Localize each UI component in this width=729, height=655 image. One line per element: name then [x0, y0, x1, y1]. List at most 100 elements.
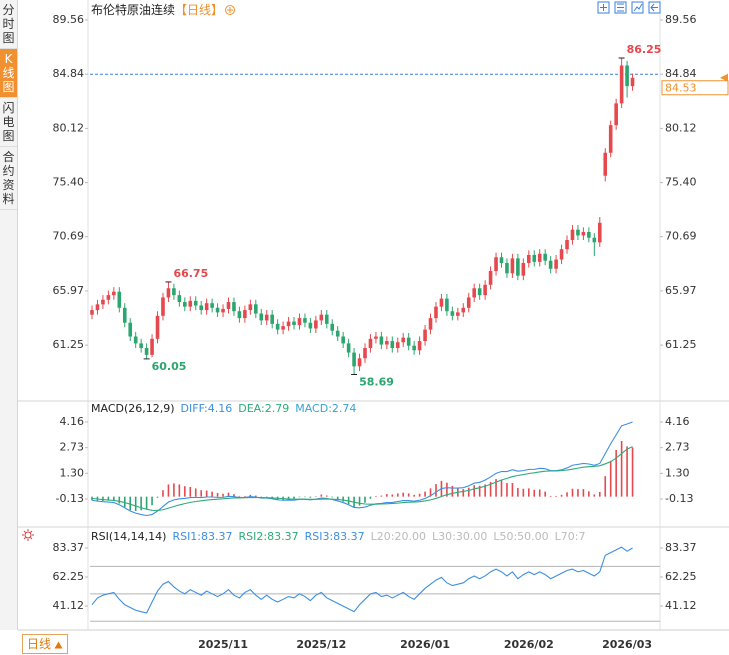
- candle-body: [434, 306, 438, 319]
- candle-body: [581, 231, 586, 236]
- candle-body: [532, 254, 537, 262]
- candle-body: [614, 103, 618, 126]
- macd-bar: [211, 491, 213, 497]
- candle-body: [576, 229, 580, 236]
- add-indicator-icon[interactable]: [225, 5, 236, 15]
- sidebar-tab[interactable]: 闪电图: [0, 98, 17, 147]
- rsi-settings-icon[interactable]: [22, 529, 34, 541]
- toolbar-button[interactable]: [648, 1, 661, 14]
- candle-body: [505, 262, 509, 274]
- candle-body: [106, 295, 111, 300]
- sidebar-tab-active[interactable]: K线图: [0, 49, 17, 98]
- x-tick-label: 2026/02: [504, 638, 554, 651]
- macd-bar: [473, 485, 475, 497]
- macd-bar: [615, 450, 617, 497]
- macd-bar: [336, 496, 339, 500]
- macd-bar: [331, 496, 334, 498]
- macd-bar: [598, 491, 601, 497]
- macd-bar: [216, 493, 219, 497]
- macd-bar: [244, 495, 246, 497]
- legend-title: RSI(14,14,14): [91, 530, 166, 543]
- candle-body: [264, 314, 269, 321]
- candle-body: [221, 308, 225, 313]
- macd-bar: [167, 484, 170, 497]
- candle-body: [428, 318, 433, 330]
- macd-bar: [467, 487, 470, 497]
- legend-entry: RSI1:83.37: [172, 530, 232, 543]
- candle-body: [559, 249, 564, 260]
- y-tick-label: 62.25: [53, 570, 85, 583]
- macd-bar: [304, 496, 306, 498]
- macd-bar: [113, 496, 115, 501]
- macd-bar: [173, 483, 175, 497]
- macd-bar: [495, 479, 497, 497]
- candle-body: [292, 321, 296, 326]
- candle-body: [461, 307, 466, 313]
- macd-bar: [462, 489, 465, 497]
- sidebar-tab[interactable]: 合约资料: [0, 147, 17, 210]
- candle-body: [587, 231, 591, 238]
- macd-bar: [184, 486, 186, 497]
- legend-entry: L70:7: [555, 530, 586, 543]
- legend-entry: L50:50.00: [493, 530, 548, 543]
- y-tick-label: 80.12: [53, 121, 85, 134]
- macd-bar: [287, 496, 290, 499]
- candle-body: [232, 302, 236, 312]
- toolbar-button[interactable]: [631, 1, 644, 14]
- period-button[interactable]: 日线: [22, 634, 69, 654]
- candle-body: [297, 318, 302, 326]
- indicator-line: [91, 421, 633, 517]
- macd-bar: [424, 491, 426, 497]
- legend: MACD(26,12,9) DIFF:4.16 DEA:2.79 MACD:2.74: [91, 402, 356, 415]
- candle-body: [357, 358, 362, 367]
- y-tick-label: 70.69: [53, 230, 85, 243]
- candle-body: [472, 288, 476, 298]
- toolbar-button[interactable]: [614, 1, 627, 14]
- macd-bar: [162, 490, 164, 497]
- macd-bar: [156, 496, 159, 498]
- macd-bar: [129, 496, 132, 511]
- candle-body: [608, 125, 613, 153]
- toolbar-button[interactable]: [597, 1, 610, 14]
- candle-body: [379, 336, 384, 345]
- macd-bar: [396, 493, 399, 497]
- macd-bar: [238, 495, 241, 497]
- icon-circle: [225, 5, 236, 15]
- icon-rays: [22, 529, 34, 541]
- macd-bar: [407, 493, 410, 497]
- candle-body: [330, 323, 335, 331]
- legend-entry: MACD:2.74: [295, 402, 356, 415]
- candle-body: [554, 259, 558, 269]
- legend-title: MACD(26,12,9): [91, 402, 175, 415]
- macd-bar: [222, 493, 224, 497]
- sidebar-tab[interactable]: 分时图: [0, 0, 17, 49]
- macd-bar: [609, 460, 612, 497]
- candle-body: [210, 303, 214, 308]
- macd-bar: [413, 494, 415, 497]
- x-tick-label: 2025/12: [296, 638, 346, 651]
- y-tick-label: 84.84: [53, 67, 85, 80]
- macd-bar: [265, 496, 268, 498]
- macd-bar: [571, 488, 574, 497]
- legend-entry: RSI3:83.37: [305, 530, 365, 543]
- candle-body: [630, 77, 635, 87]
- candle-body: [401, 337, 406, 343]
- candle-body: [445, 298, 449, 312]
- candle-body: [494, 257, 498, 272]
- candle-body: [412, 345, 416, 351]
- candle-body: [341, 336, 345, 344]
- y-tick-label: 89.56: [53, 13, 85, 26]
- candle-body: [128, 322, 133, 337]
- candle-body: [466, 297, 471, 308]
- macd-bar: [298, 496, 301, 498]
- candle-body: [122, 307, 127, 323]
- y-tick-label: -0.13: [665, 492, 693, 505]
- candle-body: [592, 237, 597, 243]
- macd-bar: [429, 488, 432, 497]
- last-price-box: [661, 80, 729, 96]
- candle-body: [166, 288, 171, 298]
- candle-body: [395, 342, 400, 348]
- candle-body: [477, 288, 482, 296]
